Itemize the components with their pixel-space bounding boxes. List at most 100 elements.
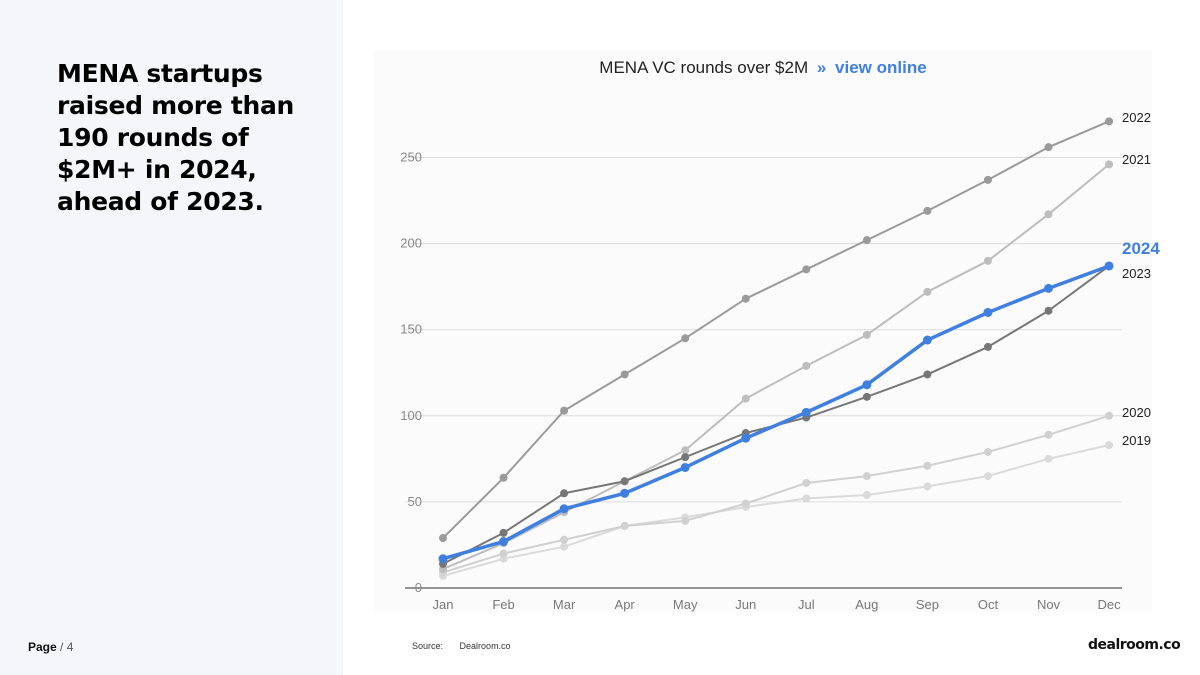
data-point-2024 (499, 537, 509, 547)
data-point-2019 (923, 482, 932, 491)
data-point-2022 (499, 473, 508, 482)
data-point-2020 (802, 478, 811, 487)
x-tick-label: Oct (978, 597, 999, 612)
series-line-2024 (442, 264, 1110, 561)
data-point-2022 (681, 334, 690, 343)
page-indicator: Page / 4 (28, 640, 73, 654)
x-tick-label: Jul (798, 597, 815, 612)
data-point-2020 (560, 535, 569, 544)
view-online-arrow-icon: » (816, 58, 827, 77)
y-tick-label: 250 (400, 150, 422, 165)
page-label: Page (28, 640, 57, 654)
data-point-2020 (983, 447, 992, 456)
data-point-2024 (559, 504, 569, 514)
headline: MENA startups raised more than 190 round… (57, 59, 295, 216)
data-point-2024 (801, 407, 811, 417)
data-point-2021 (802, 361, 811, 370)
data-point-2019 (560, 542, 569, 551)
series-label-2024: 2024 (1122, 239, 1160, 258)
y-tick-label: 150 (400, 322, 422, 337)
source-value: Dealroom.co (459, 641, 511, 651)
data-point-2024 (983, 307, 993, 317)
x-tick-label: May (673, 597, 698, 612)
data-point-2022 (923, 206, 932, 215)
page-number: / 4 (60, 640, 74, 654)
x-tick-label: Sep (916, 597, 939, 612)
data-point-2024 (1104, 261, 1114, 271)
data-point-2023 (983, 342, 992, 351)
data-point-2019 (1105, 441, 1114, 450)
x-tick-label: Feb (492, 597, 514, 612)
data-point-2020 (681, 516, 690, 525)
x-tick-label: Dec (1097, 597, 1121, 612)
data-point-2022 (983, 175, 992, 184)
data-point-2020 (923, 461, 932, 470)
x-tick-label: Jan (433, 597, 454, 612)
data-point-2019 (862, 491, 871, 500)
data-point-2021 (862, 330, 871, 339)
data-point-2020 (741, 499, 750, 508)
data-point-2024 (922, 335, 932, 345)
data-point-2021 (1105, 160, 1114, 169)
data-point-2022 (741, 294, 750, 303)
data-point-2022 (439, 534, 447, 543)
data-point-2022 (862, 236, 871, 245)
data-point-2023 (862, 392, 871, 401)
data-point-2021 (923, 287, 932, 296)
data-point-2019 (1044, 454, 1053, 463)
data-point-2020 (1044, 430, 1053, 439)
data-point-2020 (862, 472, 871, 481)
chart-panel (374, 50, 1152, 612)
x-tick-label: Mar (553, 597, 576, 612)
x-tick-label: Jun (735, 597, 756, 612)
data-point-2019 (802, 494, 811, 503)
data-point-2021 (983, 256, 992, 265)
data-point-2021 (741, 394, 750, 403)
series-label-2023: 2023 (1122, 266, 1151, 281)
data-point-2023 (681, 453, 690, 462)
y-tick-label: 0 (415, 580, 422, 595)
data-point-2022 (802, 265, 811, 274)
series-line-2020 (442, 414, 1110, 574)
source-note: Source: Dealroom.co (412, 641, 511, 651)
data-point-2024 (680, 462, 690, 472)
data-point-2022 (1105, 117, 1114, 126)
series-line-2019 (442, 444, 1110, 577)
series-label-2020: 2020 (1122, 405, 1151, 420)
data-point-2022 (560, 406, 569, 415)
data-point-2024 (438, 554, 448, 564)
chart-title: MENA VC rounds over $2M (599, 58, 809, 77)
data-point-2023 (923, 370, 932, 379)
data-point-2023 (560, 489, 569, 498)
series-line-2022 (442, 120, 1110, 539)
y-tick-label: 100 (400, 408, 422, 423)
data-point-2020 (499, 549, 508, 558)
data-point-2022 (620, 370, 629, 379)
data-point-2024 (1044, 283, 1053, 293)
series-label-2022: 2022 (1122, 110, 1151, 125)
y-tick-label: 50 (408, 494, 422, 509)
chart-header: MENA VC rounds over $2M » view online (374, 58, 1152, 78)
data-point-2022 (1044, 143, 1053, 152)
data-point-2024 (862, 380, 872, 390)
dealroom-logo[interactable]: dealroom.co (1088, 637, 1181, 653)
data-point-2020 (620, 522, 629, 531)
series-label-2019: 2019 (1122, 433, 1151, 448)
data-point-2020 (1105, 411, 1114, 420)
y-tick-label: 200 (400, 236, 422, 251)
data-point-2019 (983, 472, 992, 481)
data-point-2024 (620, 488, 630, 498)
x-tick-label: Aug (855, 597, 878, 612)
sidebar-panel (0, 0, 343, 675)
source-label: Source: (412, 641, 444, 651)
series-line-2021 (442, 163, 1110, 570)
data-point-2023 (620, 477, 629, 486)
view-online-link[interactable]: view online (835, 58, 927, 77)
data-point-2023 (499, 528, 508, 537)
data-point-2023 (1044, 306, 1053, 315)
x-tick-label: Nov (1037, 597, 1061, 612)
series-label-2021: 2021 (1122, 152, 1151, 167)
data-point-2024 (741, 433, 751, 443)
x-tick-label: Apr (615, 597, 636, 612)
